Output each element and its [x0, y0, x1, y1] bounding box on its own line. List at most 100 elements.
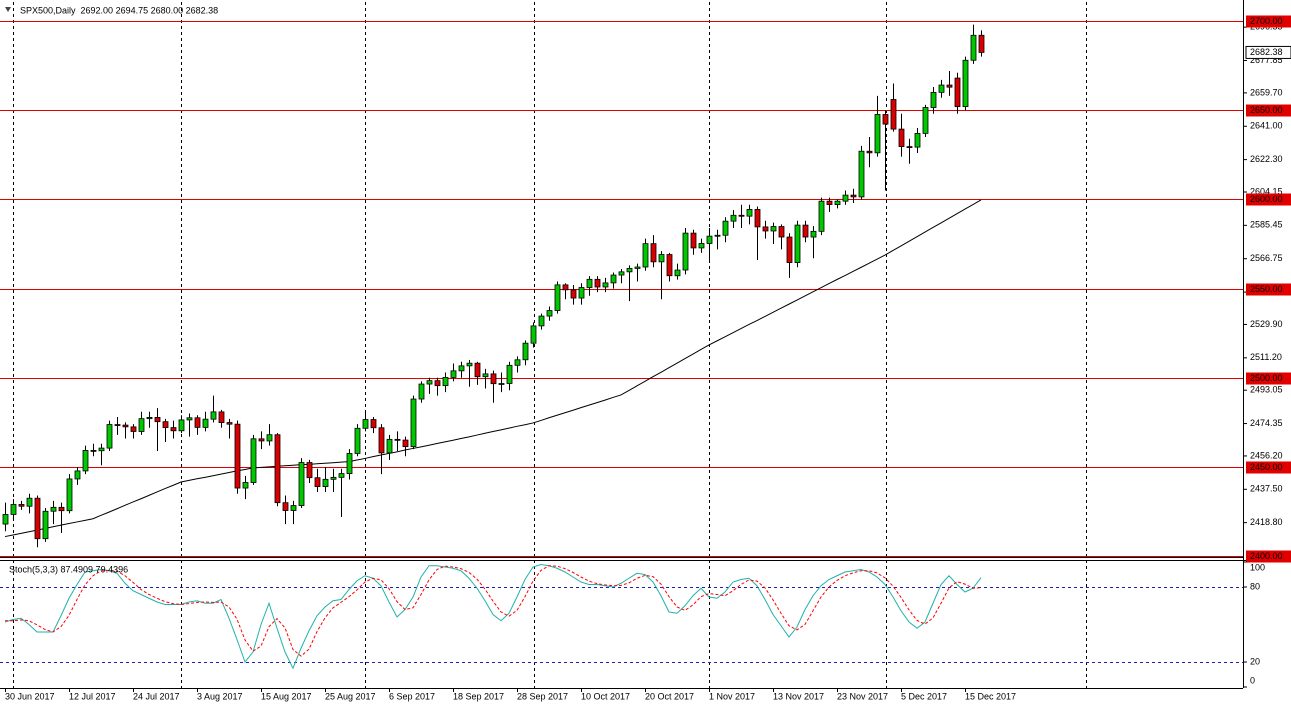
candle-body: [530, 325, 537, 344]
candle-body: [50, 506, 57, 512]
x-tick-label: 15 Dec 2017: [965, 691, 1016, 701]
candle-body: [786, 236, 793, 263]
candle-body: [354, 427, 361, 454]
candle-body: [970, 34, 977, 61]
candle-body: [834, 200, 841, 205]
y-tick-label: 2511.20: [1250, 352, 1282, 362]
candle-body: [74, 470, 81, 480]
candle-body: [370, 419, 377, 429]
candle-body: [930, 91, 937, 108]
candle-body: [58, 506, 65, 512]
level-label: 2700.00: [1250, 16, 1283, 26]
candle-body: [594, 278, 601, 288]
x-tick-label: 30 Jun 2017: [5, 691, 55, 701]
candle-body: [770, 226, 777, 232]
last-price-box: [1245, 45, 1291, 59]
y-tick-label: 2456.20: [1250, 450, 1283, 460]
candle-body: [946, 84, 953, 88]
candle-body: [338, 473, 345, 478]
level-label-box: [1246, 372, 1291, 385]
y-tick-label: 2622.30: [1250, 154, 1283, 164]
level-label-box: [1246, 15, 1291, 28]
candle-body: [938, 84, 945, 93]
candle-body: [906, 146, 913, 148]
candle-body: [698, 243, 705, 249]
candle-body: [474, 362, 481, 378]
candle-body: [730, 214, 737, 222]
candle-body: [602, 282, 609, 288]
y-tick-label: 2566.75: [1250, 253, 1283, 263]
candle-body: [114, 424, 121, 426]
candle-body: [378, 427, 385, 454]
level-label: 2650.00: [1250, 105, 1283, 115]
candle-body: [186, 417, 193, 421]
candle-body: [858, 150, 865, 198]
symbol-icon: [5, 7, 11, 12]
level-label-box: [1246, 550, 1291, 563]
candle-body: [650, 243, 657, 263]
candle-body: [106, 424, 113, 449]
candle-body: [738, 214, 745, 217]
candle-body: [898, 128, 905, 147]
y-tick-label: 20: [1250, 656, 1260, 666]
x-tick-label: 25 Aug 2017: [325, 691, 376, 701]
candle-body: [498, 383, 505, 385]
candle-body: [386, 438, 393, 454]
candle-body: [802, 224, 809, 238]
candle-body: [138, 418, 145, 432]
x-tick-label: 13 Nov 2017: [773, 691, 824, 701]
candle-body: [226, 422, 233, 425]
candle-body: [242, 482, 249, 489]
candle-body: [722, 220, 729, 236]
candle-body: [26, 497, 33, 507]
candle-body: [362, 419, 369, 429]
x-tick-label: 23 Nov 2017: [837, 691, 888, 701]
candle-body: [570, 289, 577, 299]
candle-body: [154, 417, 161, 423]
candle-body: [394, 438, 401, 441]
candle-body: [314, 477, 321, 488]
y-tick-label: 2677.85: [1250, 55, 1283, 65]
last-price-label: 2682.38: [1250, 47, 1283, 57]
moving-average: [4, 199, 982, 538]
candle-body: [554, 284, 561, 311]
candle-body: [666, 254, 673, 277]
candle-body: [290, 505, 297, 511]
candle-body: [426, 380, 433, 385]
candle-body: [746, 208, 753, 217]
candle-body: [922, 107, 929, 134]
candle-body: [954, 77, 961, 108]
level-label: 2500.00: [1250, 373, 1283, 383]
candle-body: [82, 450, 89, 472]
candle-body: [482, 373, 489, 378]
y-tick-label: 80: [1250, 581, 1260, 591]
candle-body: [690, 232, 697, 249]
y-tick-label: 2585.45: [1250, 220, 1283, 230]
candle-body: [434, 380, 441, 387]
level-label-box: [1246, 283, 1291, 296]
level-label: 2600.00: [1250, 194, 1283, 204]
y-tick-label: 2529.90: [1250, 319, 1283, 329]
candle-body: [250, 438, 257, 483]
x-tick-label: 10 Oct 2017: [581, 691, 630, 701]
indicator-title: Stoch(5,3,3) 87.4909 79.4396: [9, 564, 128, 574]
candle-body: [618, 271, 625, 276]
candle-body: [466, 362, 473, 367]
candle-body: [514, 359, 521, 366]
level-label: 2400.00: [1250, 551, 1283, 561]
chart-title: SPX500,Daily 2692.00 2694.75 2680.00 268…: [20, 5, 218, 15]
candle-body: [754, 208, 761, 228]
level-label-box: [1246, 461, 1291, 474]
x-tick-label: 1 Nov 2017: [709, 691, 755, 701]
candle-body: [2, 514, 9, 525]
candle-body: [490, 373, 497, 385]
candle-body: [890, 99, 897, 130]
x-tick-label: 5 Dec 2017: [901, 691, 947, 701]
candle-body: [634, 266, 641, 269]
candle-body: [442, 377, 449, 387]
candle-body: [42, 510, 49, 540]
level-label-box: [1246, 104, 1291, 117]
candle-body: [418, 383, 425, 400]
candle-body: [306, 462, 313, 479]
candle-body: [578, 287, 585, 299]
